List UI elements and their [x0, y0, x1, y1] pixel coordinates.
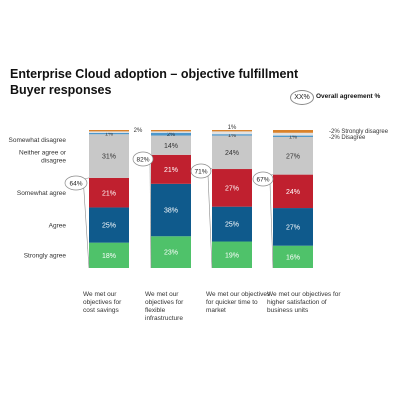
bar-value-label: 18%: [102, 253, 116, 260]
category-label: flexible: [145, 307, 166, 314]
top-note: 1%: [228, 125, 237, 131]
category-label: We met our: [145, 291, 179, 298]
category-label: We met our: [83, 291, 117, 298]
category-label: higher satisfaction of: [267, 299, 327, 306]
bar-value-label: 27%: [286, 153, 300, 160]
bar-segment-disagree: [212, 131, 252, 135]
top-note: 2%: [134, 128, 143, 134]
bar-segment-strongly-agree: [89, 242, 129, 268]
category-label: for quicker time to: [206, 299, 258, 306]
bar-segment-agree: [151, 183, 191, 237]
category-label: market: [206, 307, 226, 314]
row-label: Agree: [49, 222, 67, 229]
bar-value-label: 1%: [289, 134, 297, 140]
bar-segment-strongly-disagree: [151, 130, 191, 132]
bar-value-label: 21%: [164, 167, 178, 174]
bar-value-label: 31%: [102, 154, 116, 161]
bar-value-label: 27%: [225, 185, 239, 192]
category-label: objectives for: [145, 299, 184, 306]
bar-segment-strongly-disagree: [89, 130, 129, 132]
agreement-leader-line: [207, 174, 213, 269]
bar-value-label: 23%: [164, 250, 178, 257]
bar-segment-agree: [273, 208, 313, 246]
row-label: Neither agree or: [19, 149, 67, 156]
agreement-oval: [64, 175, 88, 191]
bar-segment-strongly-disagree: [212, 130, 252, 132]
bar-segment-somewhat-disagree: [273, 135, 313, 137]
bar-value-label: 2%: [167, 132, 175, 138]
bar-segment-somewhat-agree: [273, 174, 313, 209]
side-note: -2% Disagree: [329, 135, 366, 141]
category-label: objectives for: [83, 299, 122, 306]
row-label: Somewhat disagree: [9, 137, 67, 144]
bar-value-label: 19%: [225, 252, 239, 259]
agreement-value: 71%: [194, 168, 207, 175]
bar-segment-strongly-disagree: [273, 130, 313, 133]
bar-segment-agree: [89, 207, 129, 243]
bar-value-label: 25%: [102, 223, 116, 230]
bar-segment-agree: [212, 206, 252, 242]
bar-segment-somewhat-agree: [89, 177, 129, 208]
bar-segment-somewhat-disagree: [89, 132, 129, 135]
bar-segment-somewhat-disagree: [151, 132, 191, 136]
side-note: -2% Strongly disagree: [329, 129, 389, 135]
category-label: business units: [267, 307, 309, 314]
bar-segment-neither-agree-or-disagree: [273, 136, 313, 175]
legend-agreement-chip: XX%: [290, 90, 314, 105]
bar-segment-somewhat-agree: [151, 154, 191, 184]
title-line: Enterprise Cloud adoption – objective fu…: [10, 67, 299, 81]
category-label: We met our objectives for: [267, 291, 341, 298]
bar-segment-strongly-agree: [212, 241, 252, 268]
bar-value-label: 1%: [228, 133, 236, 139]
bar-segment-disagree: [151, 131, 191, 133]
bar-value-label: 14%: [164, 143, 178, 150]
agreement-value: 67%: [256, 176, 269, 183]
bar-segment-disagree: [89, 131, 129, 133]
bar-value-label: 27%: [286, 224, 300, 231]
agreement-leader-line: [149, 162, 152, 269]
legend: XX% Overall agreement %: [290, 90, 390, 105]
row-label: disagree: [41, 157, 66, 164]
bar-segment-neither-agree-or-disagree: [89, 134, 129, 178]
bar-segment-somewhat-agree: [212, 169, 252, 207]
bar-segment-somewhat-disagree: [212, 134, 252, 136]
bar-segment-strongly-agree: [151, 236, 191, 268]
bar-segment-neither-agree-or-disagree: [151, 135, 191, 155]
agreement-value: 64%: [69, 180, 82, 187]
row-label: Strongly agree: [24, 253, 67, 260]
agreement-value: 82%: [136, 156, 149, 163]
agreement-oval: [132, 151, 154, 167]
bar-segment-neither-agree-or-disagree: [212, 135, 252, 170]
agreement-leader-line: [269, 182, 274, 269]
bar-value-label: 24%: [286, 189, 300, 196]
bar-value-label: 38%: [164, 208, 178, 215]
category-label: infrastructure: [145, 315, 183, 322]
category-label: We met our objectives: [206, 291, 271, 298]
agreement-oval: [190, 163, 212, 179]
subtitle-line: Buyer responses: [10, 82, 112, 97]
category-label: cost savings: [83, 307, 120, 314]
bar-value-label: 24%: [225, 150, 239, 157]
bar-value-label: 16%: [286, 254, 300, 261]
bar-value-label: 25%: [225, 222, 239, 229]
row-label: Somewhat agree: [17, 190, 67, 197]
chart-title: Enterprise Cloud adoption – objective fu…: [10, 67, 298, 98]
agreement-leader-line: [83, 186, 90, 269]
bar-segment-disagree: [273, 132, 313, 136]
agreement-oval: [252, 171, 274, 187]
bar-value-label: 21%: [102, 190, 116, 197]
legend-agreement-label: Overall agreement %: [316, 93, 381, 100]
bar-segment-strongly-agree: [273, 245, 313, 268]
bar-value-label: 1%: [105, 132, 113, 138]
